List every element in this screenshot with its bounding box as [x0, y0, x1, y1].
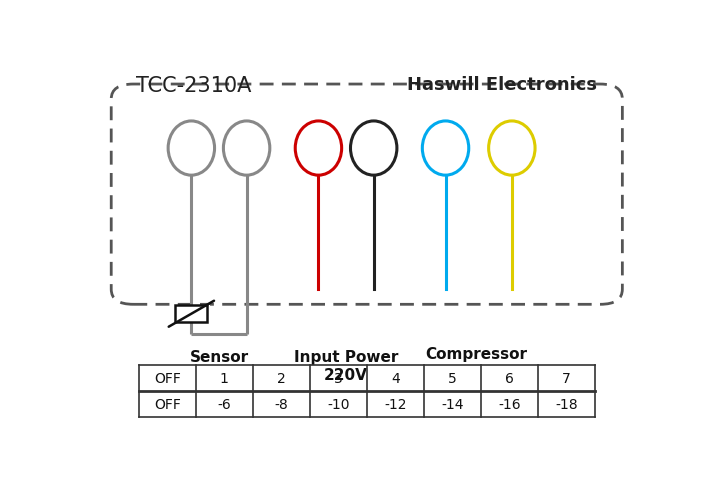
Text: 3: 3: [334, 371, 343, 385]
Text: Input Power
220V: Input Power 220V: [294, 350, 399, 382]
Text: -14: -14: [441, 397, 463, 411]
Bar: [173, 305, 210, 323]
Text: -12: -12: [384, 397, 406, 411]
FancyBboxPatch shape: [81, 53, 650, 440]
Text: Compressor: Compressor: [425, 346, 527, 361]
Text: 6: 6: [505, 371, 513, 385]
Text: TCC-2310A: TCC-2310A: [136, 76, 252, 96]
Text: -6: -6: [217, 397, 231, 411]
Text: -10: -10: [327, 397, 349, 411]
Text: OFF: OFF: [154, 371, 181, 385]
Text: -8: -8: [275, 397, 288, 411]
Text: 1: 1: [220, 371, 229, 385]
Text: Haswill Electronics: Haswill Electronics: [408, 76, 597, 93]
Bar: [175, 305, 207, 323]
Text: 5: 5: [448, 371, 456, 385]
Text: -16: -16: [498, 397, 520, 411]
Text: 4: 4: [391, 371, 400, 385]
Text: 2: 2: [277, 371, 286, 385]
Text: Sensor: Sensor: [190, 350, 249, 365]
Text: OFF: OFF: [154, 397, 181, 411]
Text: 7: 7: [562, 371, 570, 385]
Text: -18: -18: [555, 397, 578, 411]
